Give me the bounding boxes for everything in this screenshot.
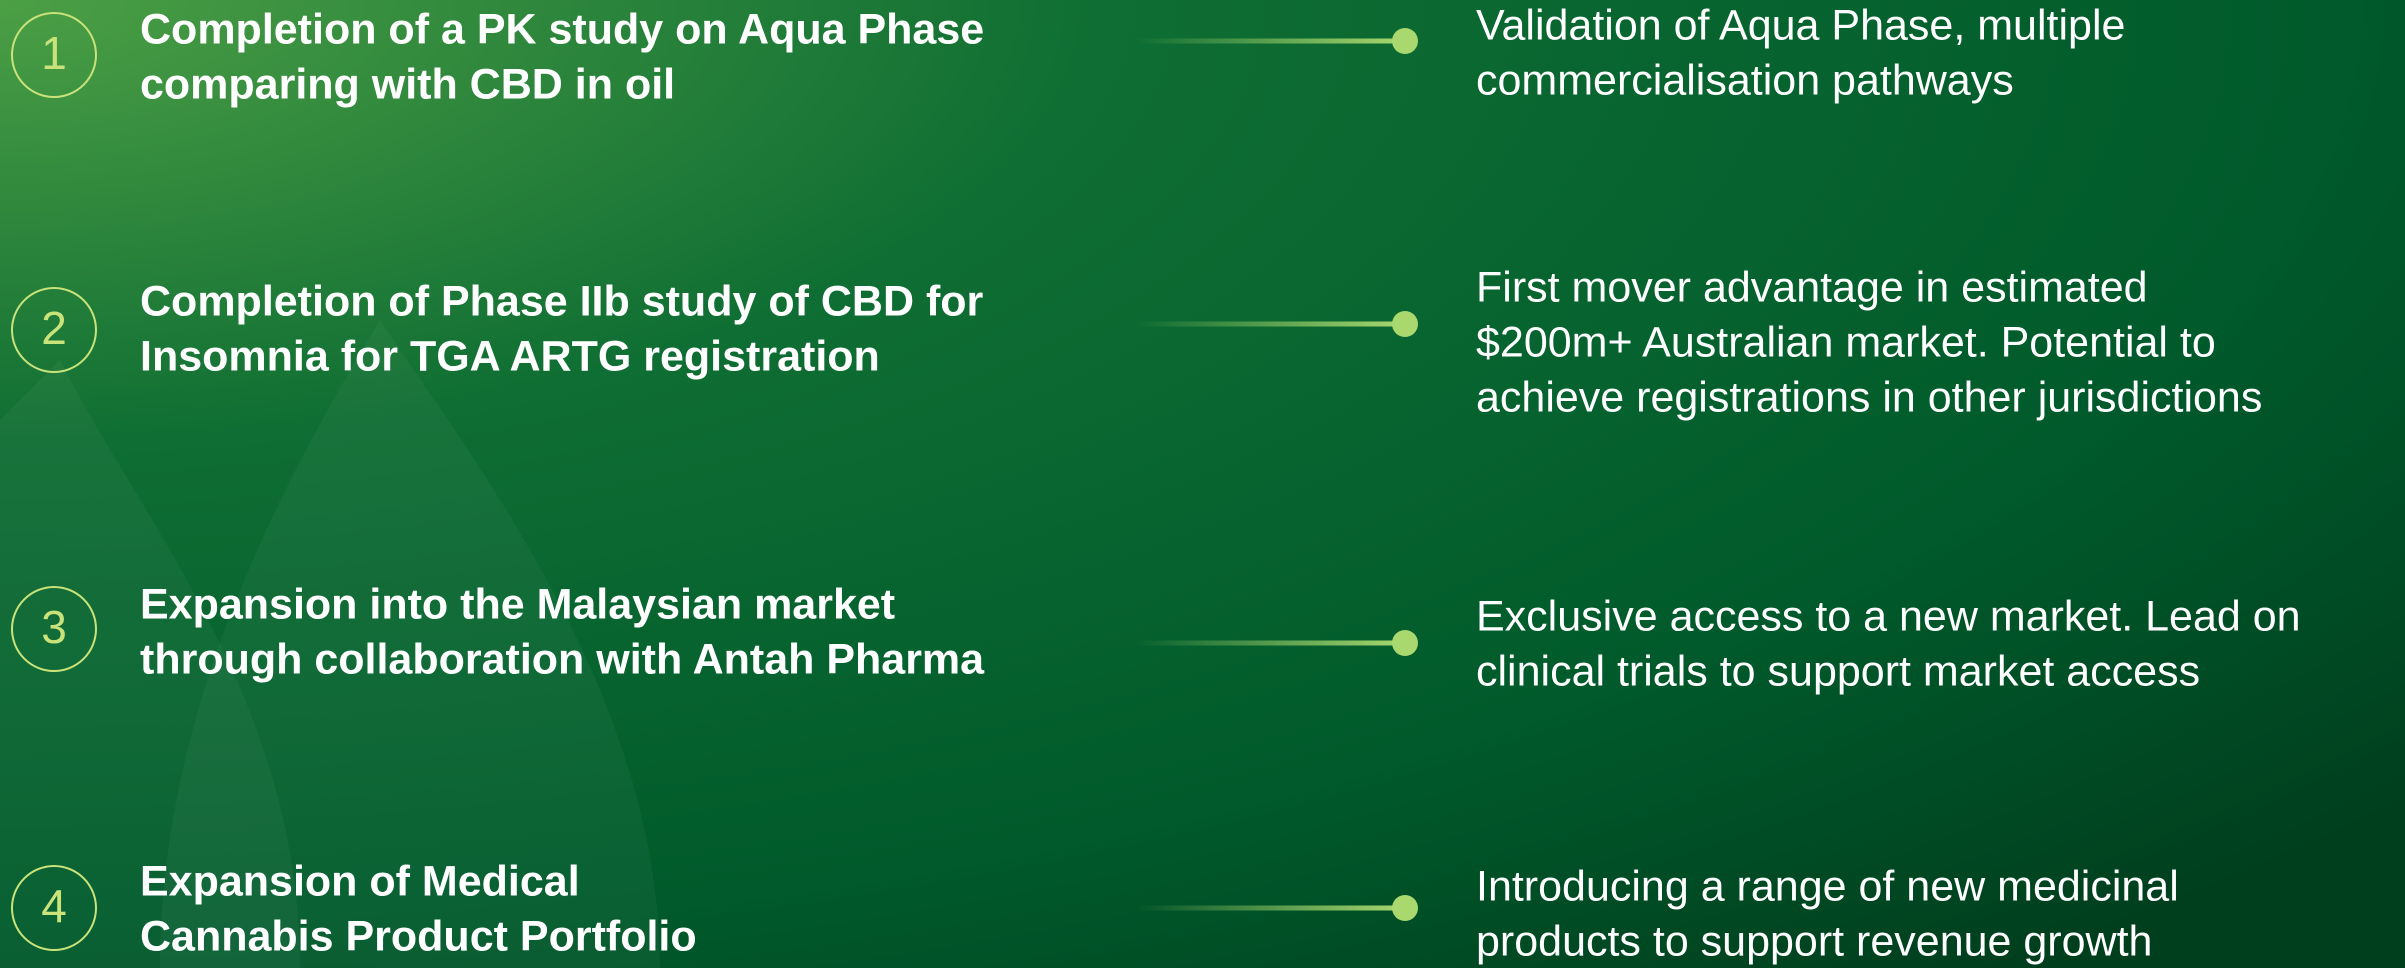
milestone-title: Expansion into the Malaysian market bbox=[140, 580, 895, 628]
milestone-title: Expansion of Medical bbox=[140, 857, 580, 905]
number-circle bbox=[11, 12, 97, 98]
milestone-title: Completion of Phase IIb study of CBD for bbox=[140, 277, 984, 325]
row: 1 Completion of a PK study on Aqua Phase c… bbox=[11, 1, 2125, 108]
milestone-title: Insomnia for TGA ARTG registration bbox=[140, 332, 880, 380]
number: 3 bbox=[41, 601, 67, 653]
milestone-title: comparing with CBD in oil bbox=[140, 60, 675, 108]
row: 2 Completion of Phase IIb study of CBD fo… bbox=[11, 263, 2262, 421]
milestone-outcome: commercialisation pathways bbox=[1476, 56, 2014, 104]
milestone-title: Cannabis Product Portfolio bbox=[140, 912, 697, 960]
number: 4 bbox=[41, 880, 67, 932]
connector-line bbox=[1135, 38, 1403, 44]
connector-dot bbox=[1392, 895, 1418, 921]
droplet-shape bbox=[0, 360, 300, 968]
connector-dot bbox=[1392, 311, 1418, 337]
milestone-outcome: Exclusive access to a new market. Lead o… bbox=[1476, 592, 2301, 640]
rows: 1 Completion of a PK study on Aqua Phase c… bbox=[11, 1, 2301, 965]
connector-dot bbox=[1392, 630, 1418, 656]
milestone-outcome: achieve registrations in other jurisdict… bbox=[1476, 373, 2262, 421]
milestone-outcome: First mover advantage in estimated bbox=[1476, 263, 2148, 311]
connector-line bbox=[1135, 640, 1403, 646]
number: 1 bbox=[41, 27, 67, 79]
milestone-outcome: Validation of Aqua Phase, multiple bbox=[1476, 1, 2125, 49]
number-circle bbox=[11, 586, 97, 672]
connector-dot bbox=[1392, 28, 1418, 54]
number-circle bbox=[11, 865, 97, 951]
connector-line bbox=[1135, 321, 1403, 327]
droplet-shape bbox=[160, 320, 660, 968]
milestone-outcome: $200m+ Australian market. Potential to bbox=[1476, 318, 2216, 366]
milestone-title: through collaboration with Antah Pharma bbox=[140, 635, 985, 683]
number-circle bbox=[11, 287, 97, 373]
milestone-outcome: clinical trials to support market access bbox=[1476, 647, 2200, 695]
milestone-outcome: Introducing a range of new medicinal bbox=[1476, 862, 2179, 910]
connector-line bbox=[1135, 905, 1403, 911]
milestone-outcome: products to support revenue growth bbox=[1476, 917, 2152, 965]
row: 3 Expansion into the Malaysian market thro… bbox=[11, 580, 2301, 695]
number: 2 bbox=[41, 302, 67, 354]
row: 4 Expansion of Medical Cannabis Product Po… bbox=[11, 857, 2179, 965]
milestone-title: Completion of a PK study on Aqua Phase bbox=[140, 5, 984, 53]
